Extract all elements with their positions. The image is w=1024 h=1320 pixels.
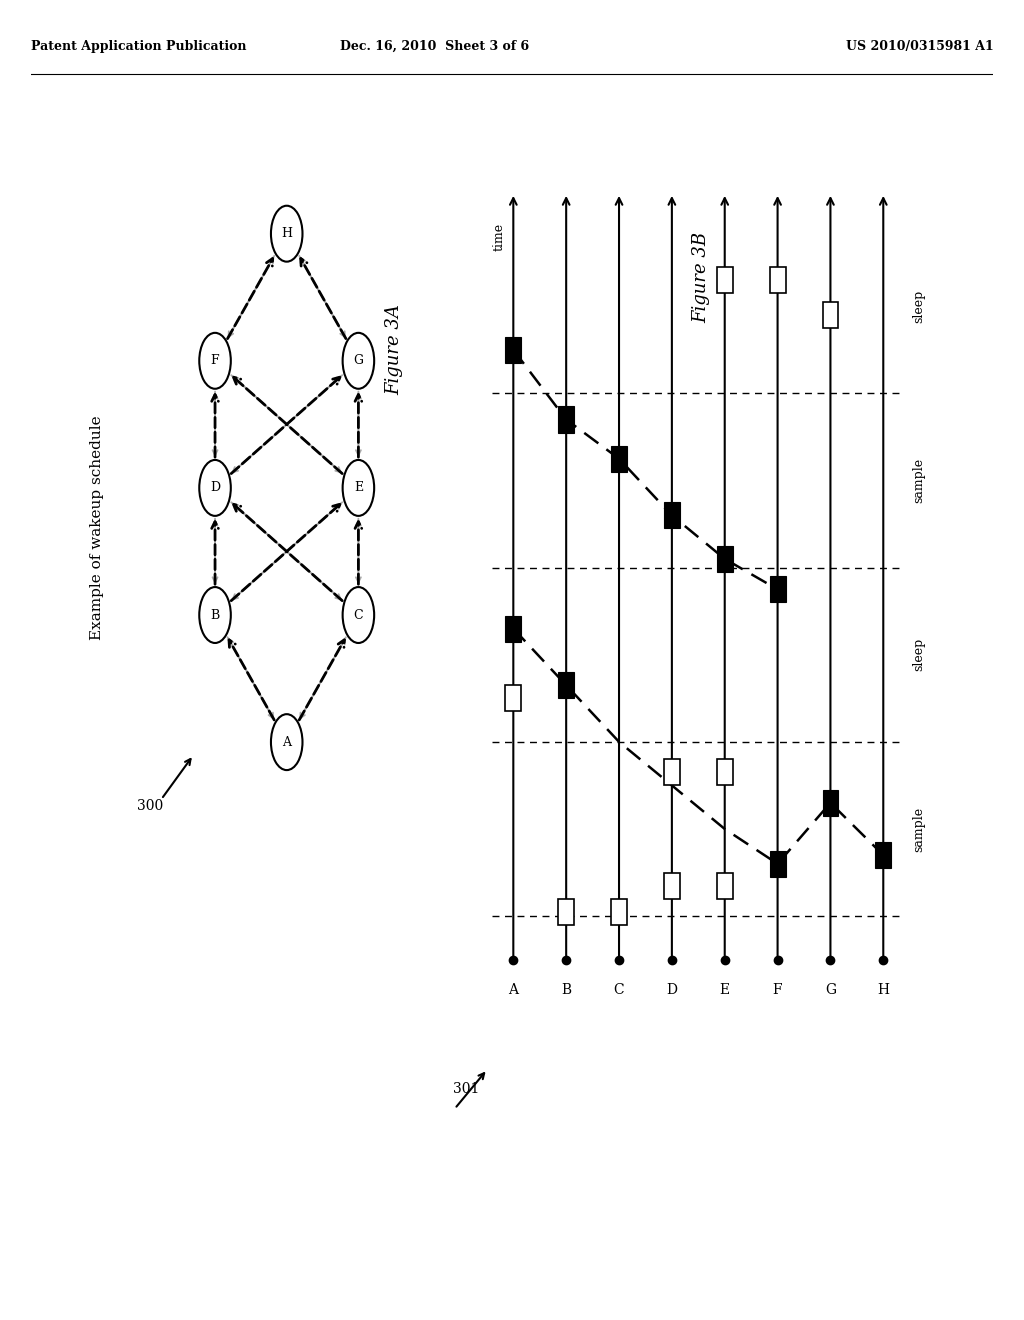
Text: B: B: [210, 609, 220, 622]
Bar: [717, 759, 732, 785]
Text: US 2010/0315981 A1: US 2010/0315981 A1: [846, 40, 993, 53]
Text: sample: sample: [912, 458, 926, 503]
Bar: [664, 503, 680, 528]
Bar: [876, 842, 891, 869]
Text: G: G: [353, 354, 364, 367]
Text: time: time: [493, 223, 506, 251]
Bar: [558, 672, 574, 698]
Text: D: D: [667, 983, 678, 997]
Bar: [664, 873, 680, 899]
Text: sample: sample: [912, 807, 926, 851]
Bar: [822, 789, 839, 816]
Text: C: C: [353, 609, 364, 622]
Text: H: H: [878, 983, 889, 997]
Circle shape: [343, 587, 374, 643]
Bar: [717, 267, 732, 293]
Bar: [611, 446, 627, 471]
Text: Figure 3A: Figure 3A: [385, 305, 403, 395]
Text: B: B: [561, 983, 571, 997]
Text: G: G: [825, 983, 836, 997]
Text: F: F: [211, 354, 219, 367]
Text: H: H: [282, 227, 292, 240]
Text: Example of wakeup schedule: Example of wakeup schedule: [90, 416, 104, 640]
Bar: [506, 615, 521, 642]
Text: Dec. 16, 2010  Sheet 3 of 6: Dec. 16, 2010 Sheet 3 of 6: [340, 40, 529, 53]
Text: E: E: [354, 482, 362, 495]
Bar: [717, 873, 732, 899]
Bar: [664, 759, 680, 785]
Bar: [558, 899, 574, 925]
Text: F: F: [773, 983, 782, 997]
Text: Patent Application Publication: Patent Application Publication: [31, 40, 246, 53]
Circle shape: [271, 714, 302, 770]
Text: D: D: [210, 482, 220, 495]
Text: sleep: sleep: [912, 289, 926, 323]
Bar: [506, 685, 521, 711]
Text: Figure 3B: Figure 3B: [692, 231, 711, 323]
Text: E: E: [720, 983, 730, 997]
Text: A: A: [283, 735, 291, 748]
Text: 300: 300: [137, 799, 164, 813]
Circle shape: [271, 206, 302, 261]
Text: C: C: [613, 983, 625, 997]
Bar: [770, 851, 785, 876]
Bar: [822, 302, 839, 327]
Circle shape: [343, 459, 374, 516]
Circle shape: [200, 587, 230, 643]
Circle shape: [343, 333, 374, 389]
Bar: [770, 267, 785, 293]
Circle shape: [200, 333, 230, 389]
Text: sleep: sleep: [912, 638, 926, 672]
Circle shape: [200, 459, 230, 516]
Bar: [611, 899, 627, 925]
Bar: [717, 546, 732, 572]
Text: A: A: [508, 983, 518, 997]
Text: 301: 301: [453, 1082, 479, 1096]
Bar: [506, 337, 521, 363]
Bar: [770, 577, 785, 602]
Bar: [558, 407, 574, 433]
